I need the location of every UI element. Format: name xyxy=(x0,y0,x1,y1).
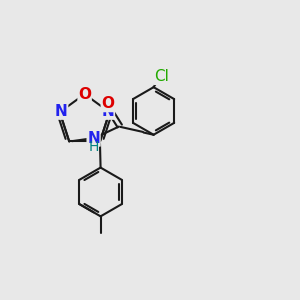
Text: N: N xyxy=(87,131,100,146)
Text: Cl: Cl xyxy=(154,69,169,84)
Text: H: H xyxy=(89,140,99,154)
Text: N: N xyxy=(102,104,114,119)
Text: O: O xyxy=(78,87,91,102)
Text: O: O xyxy=(101,97,114,112)
Text: N: N xyxy=(55,104,68,119)
